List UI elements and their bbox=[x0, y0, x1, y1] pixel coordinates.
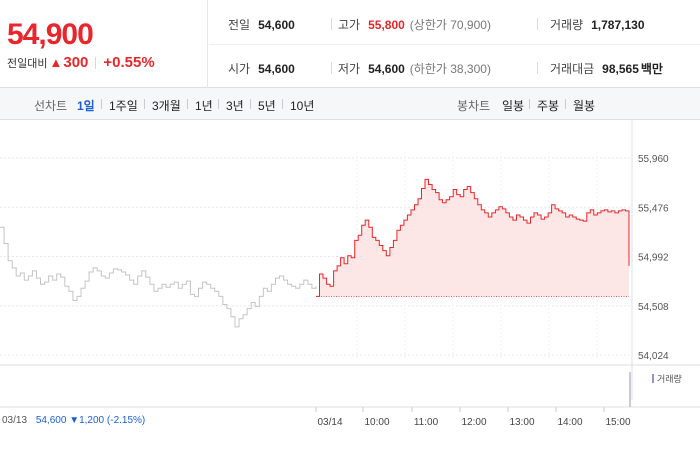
current-price: 54,900 bbox=[7, 18, 94, 51]
y-axis: 55,960 55,476 54,992 54,508 54,024 bbox=[638, 154, 669, 362]
divider bbox=[282, 99, 283, 109]
x-tick-label: 11:00 bbox=[414, 417, 439, 428]
volume-swatch bbox=[652, 374, 654, 383]
x-tick-label: 03/14 bbox=[317, 417, 342, 428]
series bbox=[0, 178, 631, 407]
period-tab-1y[interactable]: 1년 bbox=[195, 99, 213, 113]
price-chart: 55,960 55,476 54,992 54,508 54,024 03/14 10:0… bbox=[0, 120, 700, 450]
prev-day-label: 03/13 bbox=[2, 415, 28, 426]
x-tick-label: 14:00 bbox=[557, 417, 582, 428]
divider bbox=[250, 99, 251, 109]
candle-tab-monthly[interactable]: 월봉 bbox=[573, 99, 596, 113]
price-chart-svg: 55,960 55,476 54,992 54,508 54,024 03/14 10:0… bbox=[0, 120, 700, 428]
stat-amount: 거래대금 98,565 백만 bbox=[550, 60, 663, 77]
stat-sub: (하한가 38,300) bbox=[409, 62, 491, 76]
y-tick-label: 54,508 bbox=[638, 302, 669, 313]
divider bbox=[218, 99, 219, 109]
divider bbox=[537, 62, 538, 74]
x-tick-label: 13:00 bbox=[509, 417, 534, 428]
y-tick-label: 54,024 bbox=[638, 351, 669, 362]
divider bbox=[529, 99, 530, 109]
period-tab-1d[interactable]: 1일 bbox=[77, 99, 95, 113]
x-tick-label: 15:00 bbox=[605, 417, 630, 428]
stat-value: 55,800 bbox=[368, 17, 405, 32]
stat-label: 거래대금 bbox=[550, 62, 595, 76]
divider bbox=[537, 18, 538, 30]
candle-tab-weekly[interactable]: 주봉 bbox=[537, 99, 560, 113]
candle-chart-label: 봉차트 bbox=[457, 99, 491, 113]
period-tab-1w[interactable]: 1주일 bbox=[109, 99, 138, 113]
down-triangle-icon: ▼ bbox=[69, 415, 80, 426]
period-tab-5y[interactable]: 5년 bbox=[258, 99, 276, 113]
today-line bbox=[316, 178, 630, 297]
stat-unit: 백만 bbox=[640, 62, 663, 76]
x-tick-label: 12:00 bbox=[461, 417, 486, 428]
period-tab-10y[interactable]: 10년 bbox=[290, 99, 315, 113]
stat-label: 거래량 bbox=[550, 18, 584, 32]
prev-day-change: 1,200 bbox=[79, 415, 105, 426]
stat-value: 98,565 bbox=[602, 61, 639, 76]
stat-value: 54,600 bbox=[368, 61, 405, 76]
period-tab-3y[interactable]: 3년 bbox=[226, 99, 244, 113]
y-tick-label: 54,992 bbox=[638, 253, 669, 264]
x-tick-label: 10:00 bbox=[364, 417, 389, 428]
stat-label: 시가 bbox=[228, 62, 251, 76]
divider bbox=[331, 62, 332, 74]
candle-tab-daily[interactable]: 일봉 bbox=[502, 99, 525, 113]
prev-day-info: 03/13 54,600 ▼1,200 (-2.15%) bbox=[2, 415, 145, 426]
stat-low: 저가 54,600 (하한가 38,300) bbox=[338, 60, 491, 77]
today-area bbox=[316, 179, 629, 297]
line-chart-label: 선차트 bbox=[34, 99, 68, 113]
stat-prev-close: 전일 54,600 bbox=[228, 16, 295, 33]
volume-legend-label: 거래량 bbox=[657, 374, 682, 384]
stat-high: 고가 55,800 (상한가 70,900) bbox=[338, 16, 491, 33]
divider bbox=[331, 18, 332, 30]
stat-value: 1,787,130 bbox=[591, 17, 645, 32]
divider bbox=[187, 99, 188, 109]
up-triangle-icon: ▲ bbox=[49, 55, 63, 70]
stat-value: 54,600 bbox=[258, 61, 295, 76]
divider bbox=[565, 99, 566, 109]
divider bbox=[101, 99, 102, 109]
stat-volume: 거래량 1,787,130 bbox=[550, 16, 645, 33]
period-tab-3m[interactable]: 3개월 bbox=[152, 99, 181, 113]
stat-value: 54,600 bbox=[258, 17, 295, 32]
stat-open: 시가 54,600 bbox=[228, 60, 295, 77]
prev-day-rate: (-2.15%) bbox=[106, 415, 146, 426]
change-row: 전일대비 ▲ 300 +0.55% bbox=[7, 54, 155, 71]
change-label: 전일대비 bbox=[7, 57, 48, 70]
price-box: 54,900 전일대비 ▲ 300 +0.55% bbox=[0, 0, 208, 88]
prev-day-line bbox=[0, 226, 317, 328]
stock-summary: 54,900 전일대비 ▲ 300 +0.55% 전일 54,600 고가 55… bbox=[0, 0, 700, 88]
stat-label: 고가 bbox=[338, 18, 361, 32]
x-axis: 03/14 10:00 11:00 12:00 13:00 14:00 15:00 bbox=[315, 407, 631, 428]
divider bbox=[209, 44, 700, 45]
divider bbox=[144, 99, 145, 109]
y-tick-label: 55,476 bbox=[638, 203, 669, 214]
stat-label: 전일 bbox=[228, 18, 251, 32]
change-rate: +0.55% bbox=[103, 54, 155, 71]
period-bar: 선차트 1일 1주일 3개월 1년 3년 5년 10년 봉차트 일봉 주봉 월봉 bbox=[0, 88, 700, 120]
volume-legend: 거래량 bbox=[652, 372, 682, 385]
stat-sub: (상한가 70,900) bbox=[409, 18, 491, 32]
prev-day-close: 54,600 bbox=[35, 415, 67, 426]
y-tick-label: 55,960 bbox=[638, 154, 669, 165]
change-value: 300 bbox=[63, 54, 89, 71]
stat-label: 저가 bbox=[338, 62, 361, 76]
divider bbox=[95, 56, 97, 69]
